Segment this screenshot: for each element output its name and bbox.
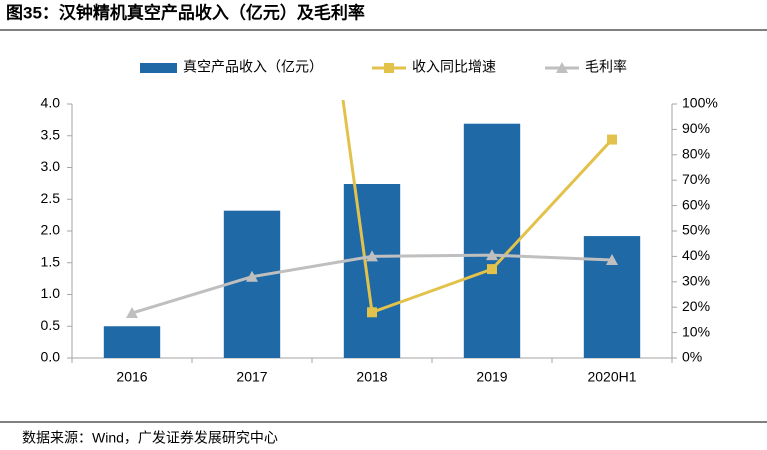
y-tick-label: 0.5 — [41, 317, 61, 333]
y2-tick-label: 40% — [682, 247, 710, 263]
y2-tick-label: 30% — [682, 273, 710, 289]
legend-label: 收入同比增速 — [412, 59, 496, 75]
line-marker — [487, 264, 497, 275]
y-tick-label: 1.0 — [41, 285, 61, 301]
line-marker — [126, 307, 138, 319]
y2-tick-label: 100% — [682, 95, 718, 111]
y-tick-label: 3.5 — [41, 126, 61, 142]
bar — [103, 326, 161, 358]
y2-tick-label: 80% — [682, 146, 710, 162]
x-tick-label: 2016 — [116, 369, 147, 385]
source-note: 数据来源：Wind，广发证券发展研究中心 — [22, 430, 278, 446]
line-marker — [607, 134, 617, 145]
legend-swatch — [140, 63, 177, 73]
x-tick-label: 2019 — [476, 369, 507, 385]
line-marker — [366, 250, 378, 262]
x-tick-label: 2018 — [356, 369, 387, 385]
y-tick-label: 4.0 — [41, 95, 61, 111]
line-marker — [556, 62, 568, 73]
y2-tick-label: 0% — [682, 349, 702, 365]
bar — [343, 184, 401, 358]
x-tick-label: 2020H1 — [587, 369, 636, 385]
y2-tick-label: 10% — [682, 323, 710, 339]
y-tick-label: 0.0 — [41, 349, 61, 365]
line-marker — [486, 249, 498, 261]
bar — [463, 123, 521, 358]
plot-lines — [126, 100, 618, 319]
line — [341, 100, 614, 315]
y2-tick-label: 70% — [682, 171, 710, 187]
line-marker — [606, 253, 618, 265]
y-tick-label: 2.0 — [41, 222, 61, 238]
bar — [223, 210, 281, 358]
line-marker — [246, 270, 258, 282]
y-tick-label: 1.5 — [41, 253, 61, 269]
line-marker — [384, 63, 394, 73]
y2-tick-label: 60% — [682, 196, 710, 212]
x-tick-label: 2017 — [236, 369, 267, 385]
y2-tick-label: 20% — [682, 298, 710, 314]
y2-tick-label: 90% — [682, 120, 710, 136]
legend-label: 毛利率 — [585, 59, 627, 75]
legend-label: 真空产品收入（亿元） — [183, 59, 323, 75]
chart-title: 图35：汉钟精机真空产品收入（亿元）及毛利率 — [6, 2, 365, 22]
y-tick-label: 2.5 — [41, 190, 61, 206]
y2-tick-label: 50% — [682, 222, 710, 238]
y-tick-label: 3.0 — [41, 158, 61, 174]
line-marker — [367, 307, 377, 318]
